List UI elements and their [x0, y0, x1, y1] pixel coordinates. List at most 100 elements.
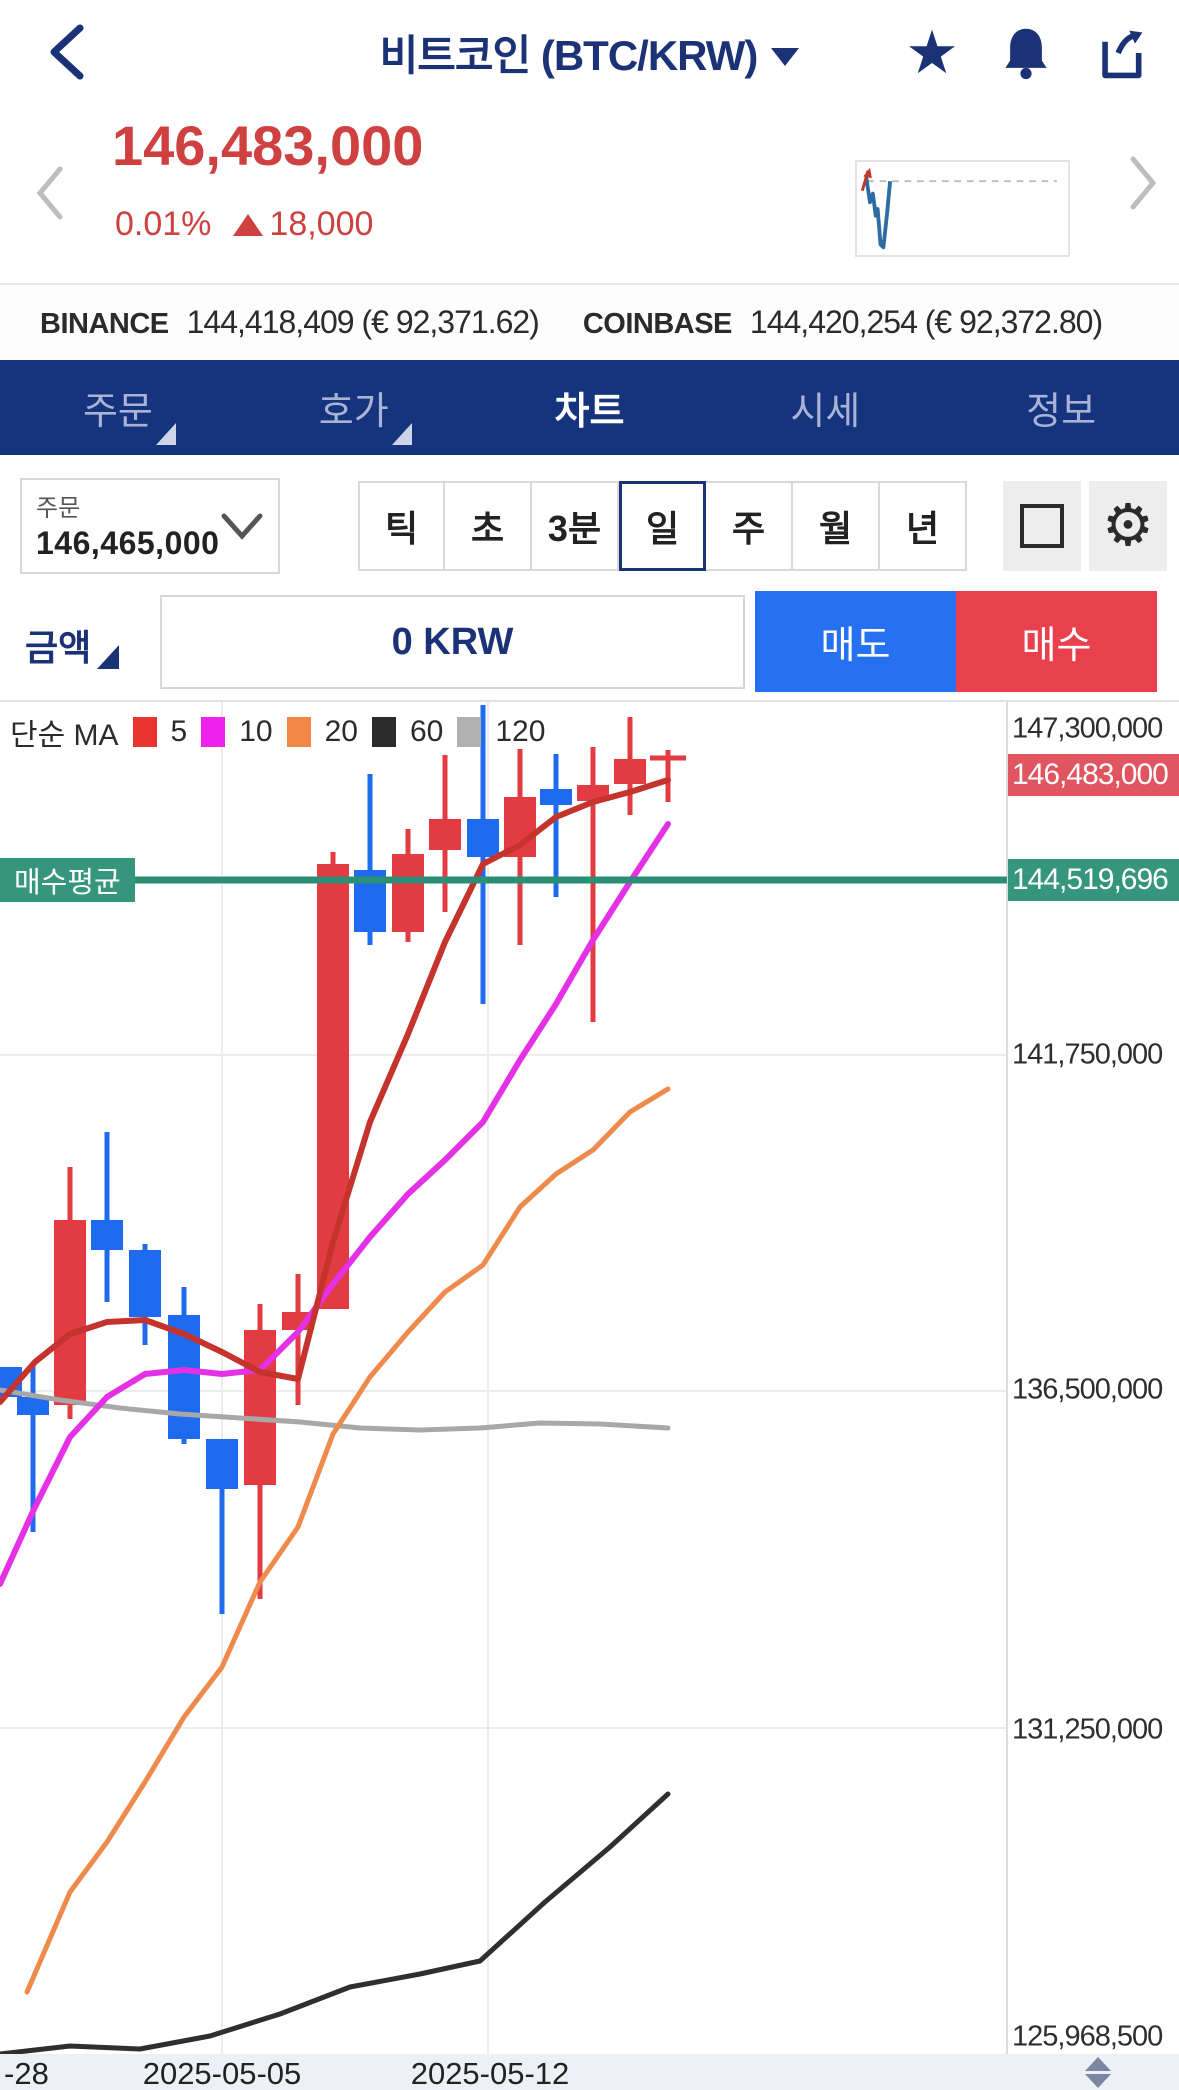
- legend-swatch: [457, 717, 482, 747]
- ma-line-MA5: [0, 777, 671, 1405]
- fold-triangle-icon: [155, 422, 176, 445]
- interval-button-월[interactable]: 월: [793, 481, 880, 571]
- gear-icon: ⚙: [1102, 493, 1154, 558]
- exchange-quote: BINANCE 144,418,409 (€ 92,371.62): [40, 304, 540, 341]
- nav-tab-label: 시세: [790, 391, 861, 433]
- interval-button-주[interactable]: 주: [706, 481, 793, 571]
- bell-icon: [1005, 28, 1047, 79]
- nav-tab-시세[interactable]: 시세: [707, 360, 943, 455]
- avg-buy-price-badge: 144,519,696: [1008, 859, 1179, 901]
- favorite-button[interactable]: ★: [903, 18, 961, 86]
- fold-triangle-icon: [97, 645, 120, 669]
- chart-style-button[interactable]: [1003, 481, 1081, 571]
- time-axis[interactable]: -28 2025-05-05 2025-05-12: [0, 2054, 1179, 2090]
- legend-swatch: [371, 717, 396, 747]
- share-icon: [1102, 30, 1143, 78]
- chart-section[interactable]: 단순 MA 5 10 20 60 120 147,300,000 141,750,000 13…: [0, 700, 1179, 2090]
- sparkline-chart: [860, 167, 1057, 250]
- next-coin-button[interactable]: [1123, 155, 1163, 211]
- avg-buy-label-badge: 매수평균: [0, 858, 135, 902]
- legend-value: 10: [239, 715, 273, 748]
- triangle-up-icon: [1085, 2057, 1111, 2071]
- order-price-value: 146,465,000: [36, 525, 220, 561]
- amount-value: 0 KRW: [391, 620, 514, 663]
- exchange-comparison: BINANCE 144,418,409 (€ 92,371.62) COINBASE…: [0, 285, 1179, 360]
- back-button[interactable]: [38, 22, 98, 82]
- ma-line-MA60: [0, 1791, 671, 2057]
- title-dropdown[interactable]: 비트코인 (BTC/KRW): [0, 0, 1179, 105]
- page-title: 비트코인 (BTC/KRW): [379, 32, 759, 79]
- star-icon: ★: [905, 18, 959, 86]
- back-chevron-icon: [50, 24, 84, 80]
- candlestick-chart: [0, 702, 1008, 2057]
- x-axis-date: 2025-05-05: [142, 2056, 302, 2090]
- legend-value: 60: [409, 715, 444, 748]
- exchange-price: 144,418,409 (€ 92,371.62): [186, 304, 540, 340]
- exchange-name: COINBASE: [582, 308, 733, 340]
- prev-coin-button[interactable]: [30, 165, 70, 221]
- order-label: 주문: [36, 495, 81, 522]
- y-axis-tick: 125,968,500: [1012, 2020, 1163, 2053]
- order-price-dropdown[interactable]: 주문 146,465,000: [20, 478, 280, 574]
- sell-button[interactable]: 매도: [755, 591, 956, 692]
- exchange-name: BINANCE: [40, 308, 169, 340]
- square-icon: [1020, 504, 1064, 548]
- chevron-down-icon: [221, 513, 263, 540]
- header: 비트코인 (BTC/KRW) ★: [0, 0, 1179, 105]
- change-percent: 0.01%: [115, 205, 212, 243]
- amount-label: 금액: [25, 627, 92, 668]
- x-axis-date: -28: [4, 2056, 49, 2090]
- legend-value: 120: [495, 715, 546, 748]
- fold-triangle-icon: [391, 422, 412, 445]
- buy-button[interactable]: 매수: [956, 591, 1157, 692]
- nav-tab-label: 주문: [82, 391, 153, 433]
- ma-line-MA20: [24, 1086, 671, 1995]
- chart-settings-button[interactable]: ⚙: [1089, 481, 1167, 571]
- price-section: 146,483,000 0.01% 18,000: [0, 105, 1179, 285]
- nav-tab-주문[interactable]: 주문: [0, 360, 236, 455]
- change-amount: 18,000: [269, 205, 374, 243]
- divider: [0, 283, 1179, 285]
- last-price-badge: 146,483,000: [1008, 754, 1179, 796]
- exchange-price: 144,420,254 (€ 92,372.80): [749, 304, 1103, 340]
- nav-tabs: 주문 호가 차트 시세 정보: [0, 360, 1179, 455]
- interval-button-3분[interactable]: 3분: [532, 481, 619, 571]
- exchange-quote: COINBASE 144,420,254 (€ 92,372.80): [582, 304, 1103, 341]
- interval-selector: 틱 초 3분 일 주 월 년: [358, 481, 967, 571]
- x-axis-date: 2025-05-12: [410, 2056, 570, 2090]
- legend-swatch: [286, 717, 311, 747]
- y-axis-tick: 131,250,000: [1012, 1713, 1163, 1746]
- interval-button-틱[interactable]: 틱: [358, 481, 445, 571]
- interval-button-일[interactable]: 일: [619, 481, 706, 571]
- interval-button-년[interactable]: 년: [880, 481, 967, 571]
- y-axis-tick: 147,300,000: [1012, 712, 1163, 745]
- nav-tab-정보[interactable]: 정보: [943, 360, 1179, 455]
- legend-title: 단순 MA: [10, 719, 119, 752]
- chevron-down-icon: [771, 47, 800, 66]
- nav-tab-label: 호가: [318, 391, 389, 433]
- interval-button-초[interactable]: 초: [445, 481, 532, 571]
- alert-button[interactable]: [997, 24, 1055, 82]
- up-arrow-icon: [233, 213, 264, 236]
- ma-line-MA120: [0, 1387, 671, 1433]
- y-axis-tick: 136,500,000: [1012, 1373, 1163, 1406]
- y-axis-tick: 141,750,000: [1012, 1038, 1163, 1071]
- axis-scale-icon[interactable]: [1085, 2057, 1111, 2088]
- price-change: 0.01% 18,000: [115, 205, 373, 244]
- nav-tab-label: 정보: [1026, 391, 1097, 433]
- chart-toolbar: 주문 146,465,000 틱 초 3분 일 주 월 년 ⚙: [0, 455, 1179, 585]
- ma-legend: 단순 MA 5 10 20 60 120: [10, 710, 545, 754]
- nav-tab-차트[interactable]: 차트: [472, 360, 708, 455]
- triangle-down-icon: [1085, 2074, 1111, 2088]
- amount-type-selector[interactable]: 금액: [25, 619, 120, 671]
- legend-value: 20: [324, 715, 358, 748]
- legend-value: 5: [170, 715, 188, 748]
- share-button[interactable]: [1091, 24, 1149, 82]
- current-price: 146,483,000: [112, 114, 424, 177]
- nav-tab-label: 차트: [554, 391, 625, 433]
- nav-tab-호가[interactable]: 호가: [236, 360, 472, 455]
- order-entry-row: 금액 0 KRW 매도 매수: [0, 585, 1179, 700]
- amount-input[interactable]: 0 KRW: [160, 595, 745, 689]
- sparkline-thumbnail[interactable]: [855, 160, 1070, 257]
